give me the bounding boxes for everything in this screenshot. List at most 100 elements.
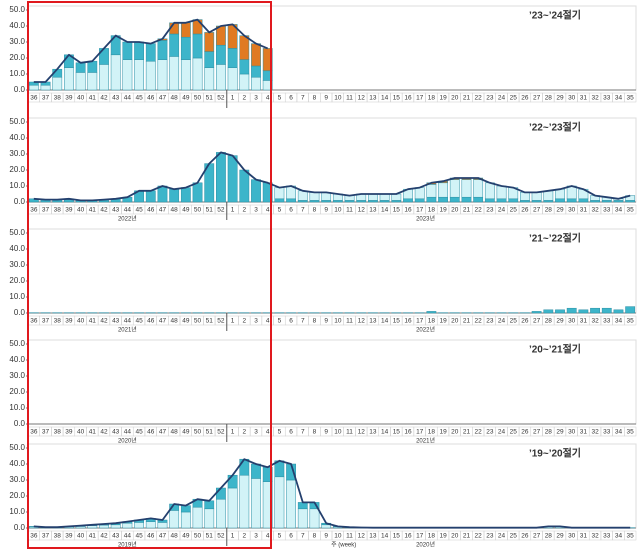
bar-segment — [414, 198, 425, 203]
x-tick-label: 49 — [182, 429, 190, 436]
x-tick-label: 15 — [393, 95, 401, 102]
x-tick-label: 39 — [65, 318, 73, 325]
x-tick-label: 50 — [194, 533, 202, 540]
bar-segment — [227, 67, 238, 91]
x-tick-label: 23 — [486, 533, 494, 540]
x-tick-label: 31 — [580, 207, 588, 214]
bar-segment — [227, 155, 238, 203]
x-tick-label: 7 — [301, 207, 305, 214]
x-tick-label: 49 — [182, 318, 190, 325]
y-tick-label: 10.0 — [9, 403, 25, 412]
x-tick-label: 50 — [194, 207, 202, 214]
x-tick-label: 41 — [89, 429, 97, 436]
bar-segment — [520, 192, 530, 201]
x-tick-label: 34 — [615, 318, 623, 325]
x-tick-label: 35 — [627, 318, 635, 325]
x-tick-label: 44 — [124, 207, 132, 214]
x-tick-label: 49 — [182, 533, 190, 540]
bar-segment — [426, 196, 437, 203]
x-tick-label: 44 — [124, 533, 132, 540]
x-tick-cell — [624, 92, 637, 103]
bar-segment — [379, 193, 390, 201]
x-tick-label: 5 — [278, 207, 282, 214]
bar-segment — [216, 487, 226, 500]
bar-segment — [566, 198, 577, 203]
y-tick-label: 50.0 — [9, 5, 25, 14]
x-tick-label: 7 — [301, 318, 305, 325]
x-tick-label: 3 — [254, 207, 258, 214]
x-tick-label: 34 — [615, 533, 623, 540]
x-tick-label: 13 — [369, 318, 377, 325]
x-tick-cell — [624, 204, 637, 215]
bar-segment — [251, 478, 261, 529]
x-tick-label: 41 — [89, 207, 97, 214]
bar-segment — [110, 54, 121, 91]
x-tick-label: 51 — [206, 533, 214, 540]
x-tick-label: 19 — [439, 533, 447, 540]
panel-title: ’22~’23절기 — [529, 121, 581, 134]
bar-segment — [531, 192, 542, 201]
bar-segment — [122, 522, 133, 529]
x-tick-label: 6 — [289, 318, 293, 325]
bar-segment — [251, 65, 261, 78]
bar-segment — [239, 474, 250, 529]
x-tick-label: 33 — [603, 429, 611, 436]
year-label: 2020년 — [118, 437, 137, 445]
x-tick-label: 16 — [404, 95, 412, 102]
x-tick-label: 27 — [533, 533, 541, 540]
year-label: 2019년 — [118, 541, 137, 549]
bar-segment — [180, 187, 191, 203]
x-tick-label: 16 — [404, 533, 412, 540]
bar-segment — [99, 524, 109, 529]
x-tick-label: 6 — [289, 95, 293, 102]
x-tick-label: 15 — [393, 318, 401, 325]
bar-segment — [157, 522, 168, 529]
bar-segment — [449, 196, 460, 203]
x-tick-label: 36 — [30, 429, 38, 436]
x-tick-label: 15 — [393, 207, 401, 214]
x-axis-label: 주 (week) — [331, 542, 356, 549]
bar-segment — [157, 40, 168, 60]
bar-segment — [473, 179, 484, 198]
x-tick-label: 32 — [591, 533, 599, 540]
x-tick-label: 45 — [135, 429, 143, 436]
total-line — [33, 18, 269, 83]
x-tick-label: 4 — [266, 95, 270, 102]
bar-segment — [99, 64, 109, 91]
x-tick-label: 11 — [346, 207, 353, 214]
x-tick-label: 31 — [580, 318, 588, 325]
bar-segment — [180, 22, 191, 38]
x-tick-label: 21 — [463, 318, 471, 325]
bar-segment — [274, 187, 285, 200]
bar-segment — [426, 311, 437, 314]
x-tick-label: 52 — [217, 429, 225, 436]
bar-segment — [578, 309, 589, 314]
y-tick-label: 0.0 — [14, 419, 26, 428]
x-tick-label: 20 — [451, 533, 459, 540]
bar-segment — [578, 198, 589, 203]
y-tick-label: 30.0 — [9, 149, 25, 158]
y-tick-label: 0.0 — [14, 523, 26, 532]
x-tick-label: 25 — [510, 207, 518, 214]
x-tick-label: 29 — [556, 429, 564, 436]
x-tick-label: 11 — [346, 95, 353, 102]
x-tick-label: 40 — [77, 95, 85, 102]
x-tick-label: 12 — [358, 95, 366, 102]
bar-segment — [555, 309, 565, 314]
y-tick-label: 0.0 — [14, 85, 26, 94]
x-tick-label: 25 — [510, 95, 518, 102]
bar-segment — [391, 193, 402, 201]
x-tick-label: 24 — [498, 429, 506, 436]
y-tick-label: 40.0 — [9, 133, 25, 142]
x-tick-label: 5 — [278, 429, 282, 436]
year-label: 2021년 — [416, 437, 435, 445]
x-tick-label: 17 — [416, 207, 424, 214]
x-tick-cell — [624, 426, 637, 437]
x-tick-label: 47 — [159, 207, 167, 214]
bar-segment — [309, 508, 320, 529]
x-tick-label: 38 — [54, 207, 62, 214]
bar-segment — [157, 185, 168, 203]
x-tick-label: 50 — [194, 429, 202, 436]
bar-segment — [438, 182, 448, 198]
x-tick-label: 28 — [545, 95, 553, 102]
